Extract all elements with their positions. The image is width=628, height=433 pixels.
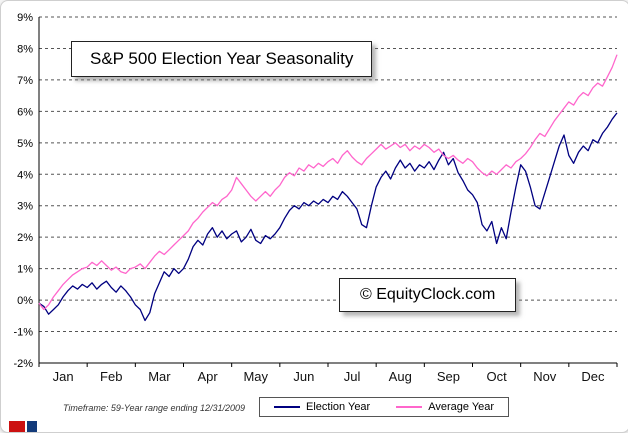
y-tick-label: -2% xyxy=(13,358,33,370)
election-year-line-swatch xyxy=(274,406,300,408)
y-tick-label: 6% xyxy=(17,106,33,118)
legend-label-average-year: Average Year xyxy=(428,401,495,413)
y-tick-label: 8% xyxy=(17,43,33,55)
y-tick-label: 5% xyxy=(17,138,33,150)
x-tick-label: Mar xyxy=(148,369,171,384)
x-tick-label: Dec xyxy=(581,369,605,384)
equityclock-logo-partial xyxy=(9,421,37,432)
x-tick-label: Oct xyxy=(486,369,507,384)
x-tick-label: Jul xyxy=(344,369,361,384)
y-tick-label: -1% xyxy=(13,327,33,339)
x-tick-label: Apr xyxy=(197,369,218,384)
series-line-average-year xyxy=(38,54,618,311)
chart-title: S&P 500 Election Year Seasonality xyxy=(71,41,373,77)
y-tick-label: 0% xyxy=(17,295,33,307)
x-tick-label: May xyxy=(243,369,268,384)
legend-item-election-year: Election Year xyxy=(274,401,370,413)
timeframe-footnote: Timeframe: 59-Year range ending 12/31/20… xyxy=(63,403,246,413)
legend-label-election-year: Election Year xyxy=(306,401,371,413)
x-tick-label: Sep xyxy=(437,369,460,384)
x-tick-label: Jan xyxy=(53,369,74,384)
equityclock-watermark: © EquityClock.com xyxy=(339,278,517,312)
series-line-election-year xyxy=(38,112,618,322)
y-tick-label: 2% xyxy=(17,232,33,244)
x-tick-label: Nov xyxy=(533,369,557,384)
y-tick-label: 9% xyxy=(17,12,33,24)
y-tick-label: 1% xyxy=(17,264,33,276)
x-tick-label: Aug xyxy=(389,369,412,384)
logo-red-block xyxy=(9,421,25,432)
y-tick-label: 3% xyxy=(17,201,33,213)
y-tick-label: 7% xyxy=(17,75,33,87)
chart-legend: Election Year Average Year xyxy=(259,397,510,417)
x-tick-label: Feb xyxy=(100,369,122,384)
y-tick-label: 4% xyxy=(17,169,33,181)
legend-item-average-year: Average Year xyxy=(396,401,494,413)
average-year-line-swatch xyxy=(396,406,423,408)
logo-navy-block xyxy=(27,421,37,432)
x-tick-label: Jun xyxy=(293,369,314,384)
